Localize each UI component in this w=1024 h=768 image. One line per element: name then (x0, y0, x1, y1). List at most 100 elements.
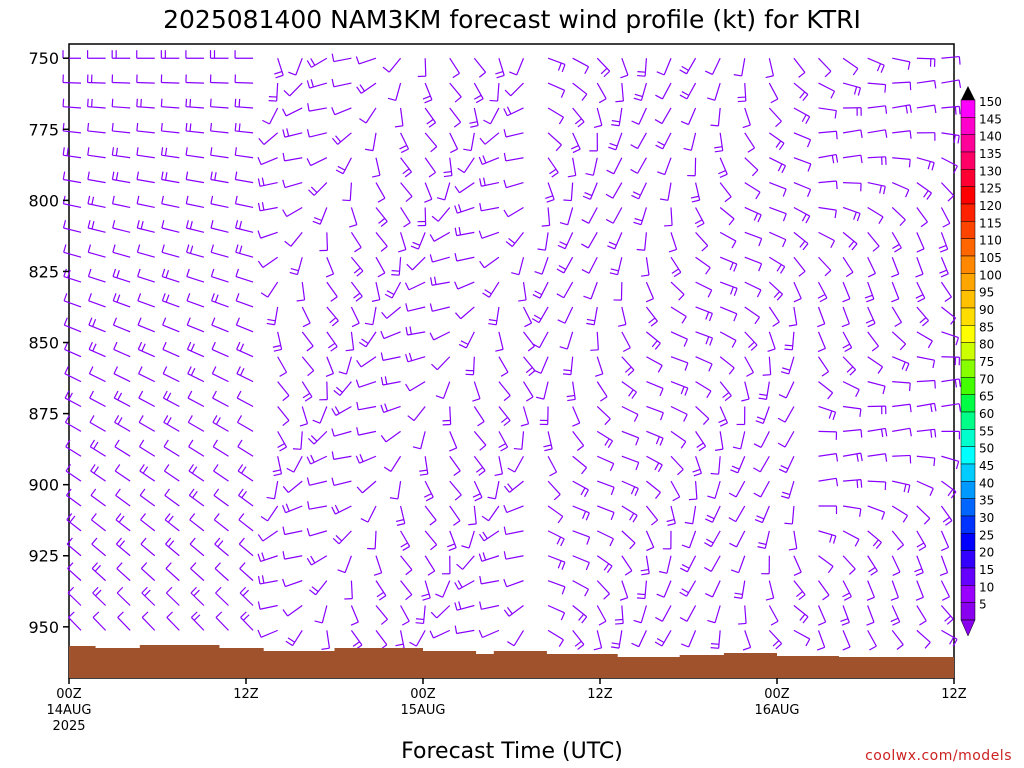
barb-flag (503, 395, 511, 402)
barb-flag (780, 495, 789, 499)
barb-flag (632, 191, 641, 196)
barb-flag (762, 374, 771, 376)
barb-flag (681, 564, 690, 569)
wind-barb (62, 147, 82, 159)
barb-flag (186, 317, 191, 326)
barb-flag (166, 392, 172, 401)
barb-staff (572, 480, 589, 491)
barb-staff (617, 257, 623, 275)
barb-flag (239, 562, 246, 569)
wind-barb (547, 629, 564, 647)
barb-staff (788, 480, 795, 499)
barb-flag (733, 288, 738, 296)
barb-staff (916, 428, 935, 432)
barb-staff (358, 381, 377, 388)
barb-flag (236, 390, 242, 399)
wind-barb (640, 555, 650, 576)
barb-flag (706, 538, 714, 544)
barb-flag (405, 594, 413, 601)
wind-barb (744, 231, 763, 247)
wind-barb (87, 147, 106, 159)
barb-flag (431, 363, 438, 371)
barb-staff (213, 494, 229, 507)
barb-flag (520, 423, 529, 427)
barb-staff (484, 132, 500, 145)
barb-flag (161, 268, 166, 277)
barb-flag (832, 535, 837, 544)
wind-barb (62, 220, 82, 233)
barb-flag (595, 373, 604, 377)
wind-barb (266, 481, 279, 500)
wind-barb (818, 107, 837, 119)
barb-staff (460, 306, 475, 320)
barb-flag (947, 195, 955, 202)
barb-flag (562, 373, 571, 376)
barb-staff (744, 356, 754, 373)
wind-barb (593, 630, 603, 651)
wind-barb (380, 376, 401, 386)
wind-barb (272, 456, 283, 477)
barb-staff (695, 456, 702, 474)
wind-barb (865, 306, 876, 328)
barb-flag (733, 74, 742, 77)
wind-barb (405, 352, 426, 363)
barb-flag (325, 273, 334, 278)
barb-flag (193, 589, 200, 597)
wind-barb (209, 74, 229, 84)
barb-staff (670, 281, 685, 295)
wind-barb (710, 630, 721, 649)
barb-flag (534, 271, 543, 275)
wind-barb (915, 580, 925, 601)
barb-staff (112, 227, 131, 233)
barb-flag (704, 566, 712, 572)
wind-barb (331, 78, 352, 88)
wind-barb (533, 356, 549, 374)
barb-staff (112, 106, 131, 109)
barb-staff (940, 555, 949, 573)
barb-staff (473, 406, 485, 422)
wind-barb (137, 293, 155, 308)
barb-flag (210, 220, 214, 229)
wind-barb (441, 555, 451, 575)
wind-barb (435, 580, 451, 598)
barb-flag (571, 145, 579, 150)
barb-staff (941, 629, 958, 640)
barb-flag (190, 586, 197, 594)
wind-barb (306, 555, 328, 566)
barb-staff (360, 356, 377, 368)
barb-flag (835, 453, 839, 462)
barb-flag (532, 294, 541, 299)
barb-flag (356, 427, 359, 436)
barb-staff (916, 281, 926, 299)
barb-staff (916, 104, 935, 109)
wind-barb (424, 505, 437, 526)
wind-barb (793, 57, 806, 78)
barb-flag (331, 408, 337, 416)
barb-staff (63, 178, 82, 184)
wind-barb (407, 406, 426, 422)
barb-flag (860, 429, 863, 438)
wind-barb (518, 282, 527, 302)
wind-barb (843, 181, 862, 192)
barb-staff (468, 530, 475, 549)
barb-staff (436, 356, 451, 371)
wind-barb (842, 256, 854, 278)
barb-staff (463, 157, 475, 173)
barb-flag (377, 272, 386, 278)
barb-staff (295, 58, 303, 76)
wind-barb (335, 157, 352, 175)
wind-barb (867, 231, 880, 252)
barb-flag (64, 366, 69, 374)
barb-flag (640, 568, 649, 572)
barb-flag (292, 448, 301, 450)
wind-barb (596, 580, 610, 600)
barb-flag (866, 298, 875, 303)
wind-barb (406, 256, 426, 271)
wind-barb (88, 293, 106, 308)
barb-staff (309, 107, 327, 112)
barb-flag (331, 451, 335, 460)
barb-flag (212, 390, 217, 399)
barb-staff (424, 580, 431, 599)
wind-barb (679, 605, 697, 622)
barb-flag (776, 264, 782, 272)
